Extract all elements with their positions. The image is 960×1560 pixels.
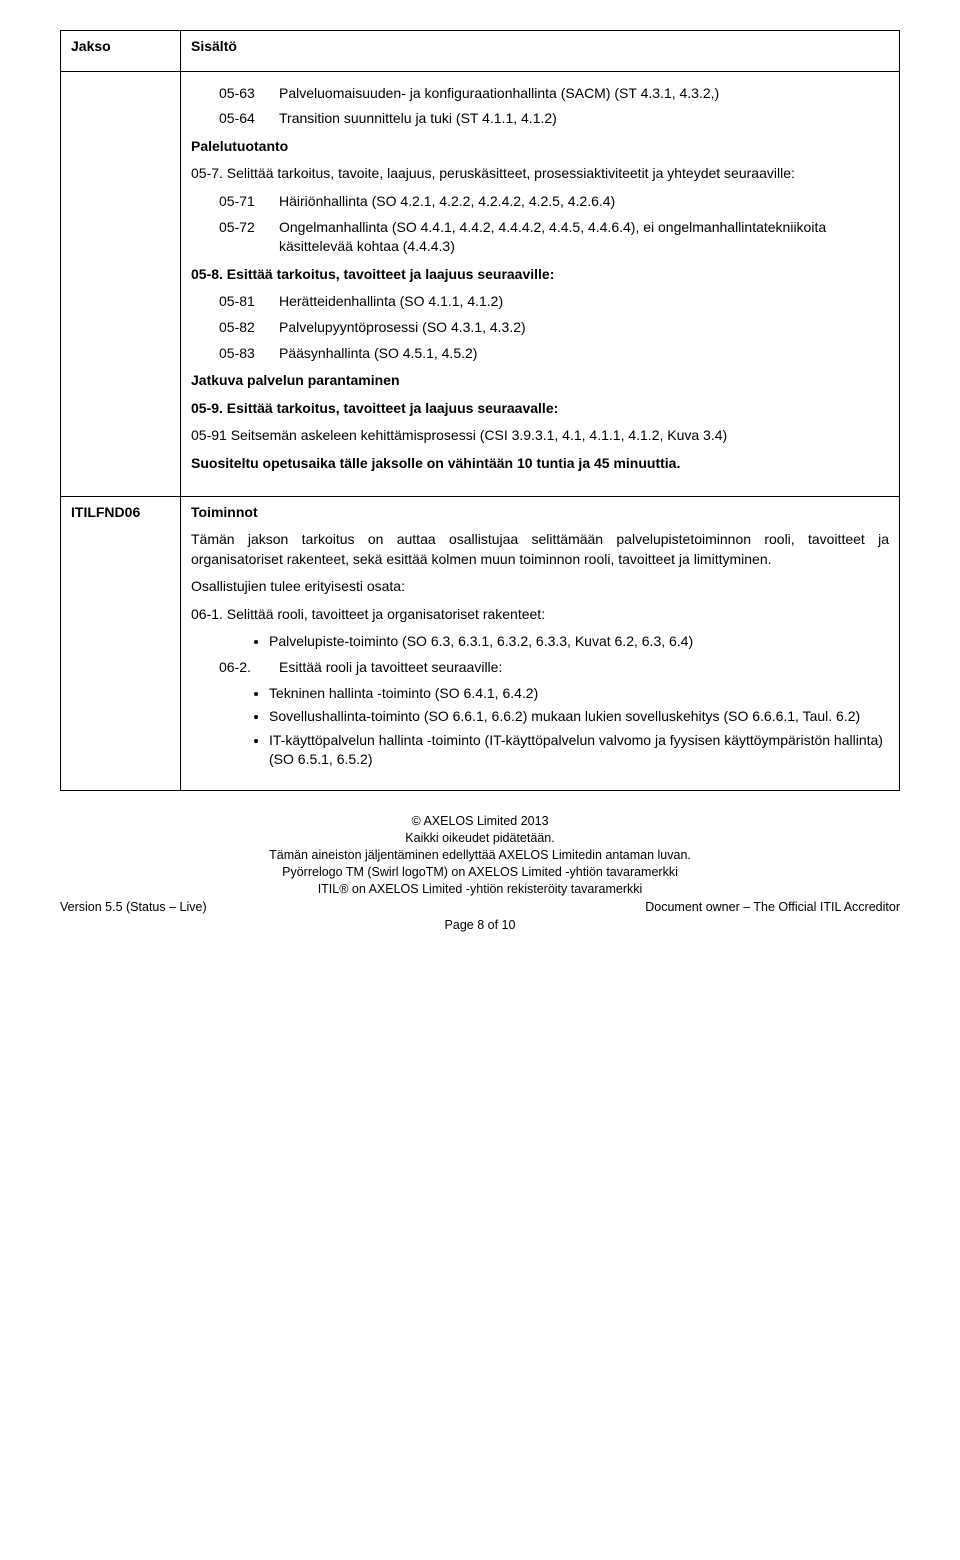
footer-left: Version 5.5 (Status – Live) bbox=[60, 899, 207, 917]
row-05-63: 05-63 Palveluomaisuuden- ja konfiguraati… bbox=[219, 84, 889, 104]
header-col-content: Sisältö bbox=[181, 31, 900, 72]
txt-05-72: Ongelmanhallinta (SO 4.4.1, 4.4.2, 4.4.4… bbox=[279, 218, 889, 257]
num-05-64: 05-64 bbox=[219, 109, 279, 129]
section-05-content: 05-63 Palveluomaisuuden- ja konfiguraati… bbox=[181, 71, 900, 496]
row-05-72: 05-72 Ongelmanhallinta (SO 4.4.1, 4.4.2,… bbox=[219, 218, 889, 257]
heading-jatkuva: Jatkuva palvelun parantaminen bbox=[191, 371, 889, 391]
suositeltu-05: Suositeltu opetusaika tälle jaksolle on … bbox=[191, 454, 889, 474]
num-05-72: 05-72 bbox=[219, 218, 279, 257]
footer-line-4: Pyörrelogo TM (Swirl logoTM) on AXELOS L… bbox=[60, 864, 900, 881]
num-05-83: 05-83 bbox=[219, 344, 279, 364]
txt-06-2: Esittää rooli ja tavoitteet seuraaville: bbox=[279, 658, 889, 678]
footer-line-2: Kaikki oikeudet pidätetään. bbox=[60, 830, 900, 847]
num-05-82: 05-82 bbox=[219, 318, 279, 338]
txt-05-81: Herätteidenhallinta (SO 4.1.1, 4.1.2) bbox=[279, 292, 889, 312]
txt-05-82: Palvelupyyntöprosessi (SO 4.3.1, 4.3.2) bbox=[279, 318, 889, 338]
heading-05-8: 05-8. Esittää tarkoitus, tavoitteet ja l… bbox=[191, 265, 889, 285]
page-number: Page 8 of 10 bbox=[60, 917, 900, 935]
heading-05-7: 05-7. Selittää tarkoitus, tavoite, laaju… bbox=[191, 164, 889, 184]
section-06-row: ITILFND06 Toiminnot Tämän jakson tarkoit… bbox=[61, 496, 900, 791]
section-06-osallistujien: Osallistujien tulee erityisesti osata: bbox=[191, 577, 889, 597]
heading-palelutuotanto: Palelutuotanto bbox=[191, 137, 889, 157]
txt-05-71: Häiriönhallinta (SO 4.2.1, 4.2.2, 4.2.4.… bbox=[279, 192, 889, 212]
section-05-row: 05-63 Palveluomaisuuden- ja konfiguraati… bbox=[61, 71, 900, 496]
bullet-06-2-3: IT-käyttöpalvelun hallinta -toiminto (IT… bbox=[269, 731, 889, 770]
row-05-91: 05-91 Seitsemän askeleen kehittämisprose… bbox=[191, 426, 889, 446]
heading-05-9: 05-9. Esittää tarkoitus, tavoitteet ja l… bbox=[191, 399, 889, 419]
header-col-label: Jakso bbox=[61, 31, 181, 72]
table-header-row: Jakso Sisältö bbox=[61, 31, 900, 72]
footer-right: Document owner – The Official ITIL Accre… bbox=[645, 899, 900, 917]
bullet-06-1-1: Palvelupiste-toiminto (SO 6.3, 6.3.1, 6.… bbox=[269, 632, 889, 652]
bullet-06-2-2: Sovellushallinta-toiminto (SO 6.6.1, 6.6… bbox=[269, 707, 889, 727]
page: Jakso Sisältö 05-63 Palveluomaisuuden- j… bbox=[0, 0, 960, 1560]
row-05-83: 05-83 Pääsynhallinta (SO 4.5.1, 4.5.2) bbox=[219, 344, 889, 364]
section-06-intro: Tämän jakson tarkoitus on auttaa osallis… bbox=[191, 530, 889, 569]
bullets-06-1: Palvelupiste-toiminto (SO 6.3, 6.3.1, 6.… bbox=[247, 632, 889, 652]
section-06-title: Toiminnot bbox=[191, 503, 889, 523]
footer-row: Version 5.5 (Status – Live) Document own… bbox=[60, 899, 900, 917]
bullet-06-2-1: Tekninen hallinta -toiminto (SO 6.4.1, 6… bbox=[269, 684, 889, 704]
section-06-label: ITILFND06 bbox=[61, 496, 181, 791]
txt-05-83: Pääsynhallinta (SO 4.5.1, 4.5.2) bbox=[279, 344, 889, 364]
num-06-2: 06-2. bbox=[219, 658, 279, 678]
heading-06-1: 06-1. Selittää rooli, tavoitteet ja orga… bbox=[191, 605, 889, 625]
txt-05-63: Palveluomaisuuden- ja konfiguraationhall… bbox=[279, 84, 889, 104]
main-table: Jakso Sisältö 05-63 Palveluomaisuuden- j… bbox=[60, 30, 900, 791]
section-06-content: Toiminnot Tämän jakson tarkoitus on autt… bbox=[181, 496, 900, 791]
num-05-63: 05-63 bbox=[219, 84, 279, 104]
row-05-81: 05-81 Herätteidenhallinta (SO 4.1.1, 4.1… bbox=[219, 292, 889, 312]
footer-line-1: © AXELOS Limited 2013 bbox=[60, 813, 900, 830]
num-05-81: 05-81 bbox=[219, 292, 279, 312]
footer: © AXELOS Limited 2013 Kaikki oikeudet pi… bbox=[60, 813, 900, 897]
row-05-64: 05-64 Transition suunnittelu ja tuki (ST… bbox=[219, 109, 889, 129]
footer-line-3: Tämän aineiston jäljentäminen edellyttää… bbox=[60, 847, 900, 864]
footer-line-5: ITIL® on AXELOS Limited -yhtiön rekister… bbox=[60, 881, 900, 898]
section-05-label bbox=[61, 71, 181, 496]
row-05-82: 05-82 Palvelupyyntöprosessi (SO 4.3.1, 4… bbox=[219, 318, 889, 338]
num-05-71: 05-71 bbox=[219, 192, 279, 212]
heading-06-2: 06-2. Esittää rooli ja tavoitteet seuraa… bbox=[219, 658, 889, 678]
row-05-71: 05-71 Häiriönhallinta (SO 4.2.1, 4.2.2, … bbox=[219, 192, 889, 212]
txt-05-64: Transition suunnittelu ja tuki (ST 4.1.1… bbox=[279, 109, 889, 129]
bullets-06-2: Tekninen hallinta -toiminto (SO 6.4.1, 6… bbox=[247, 684, 889, 770]
